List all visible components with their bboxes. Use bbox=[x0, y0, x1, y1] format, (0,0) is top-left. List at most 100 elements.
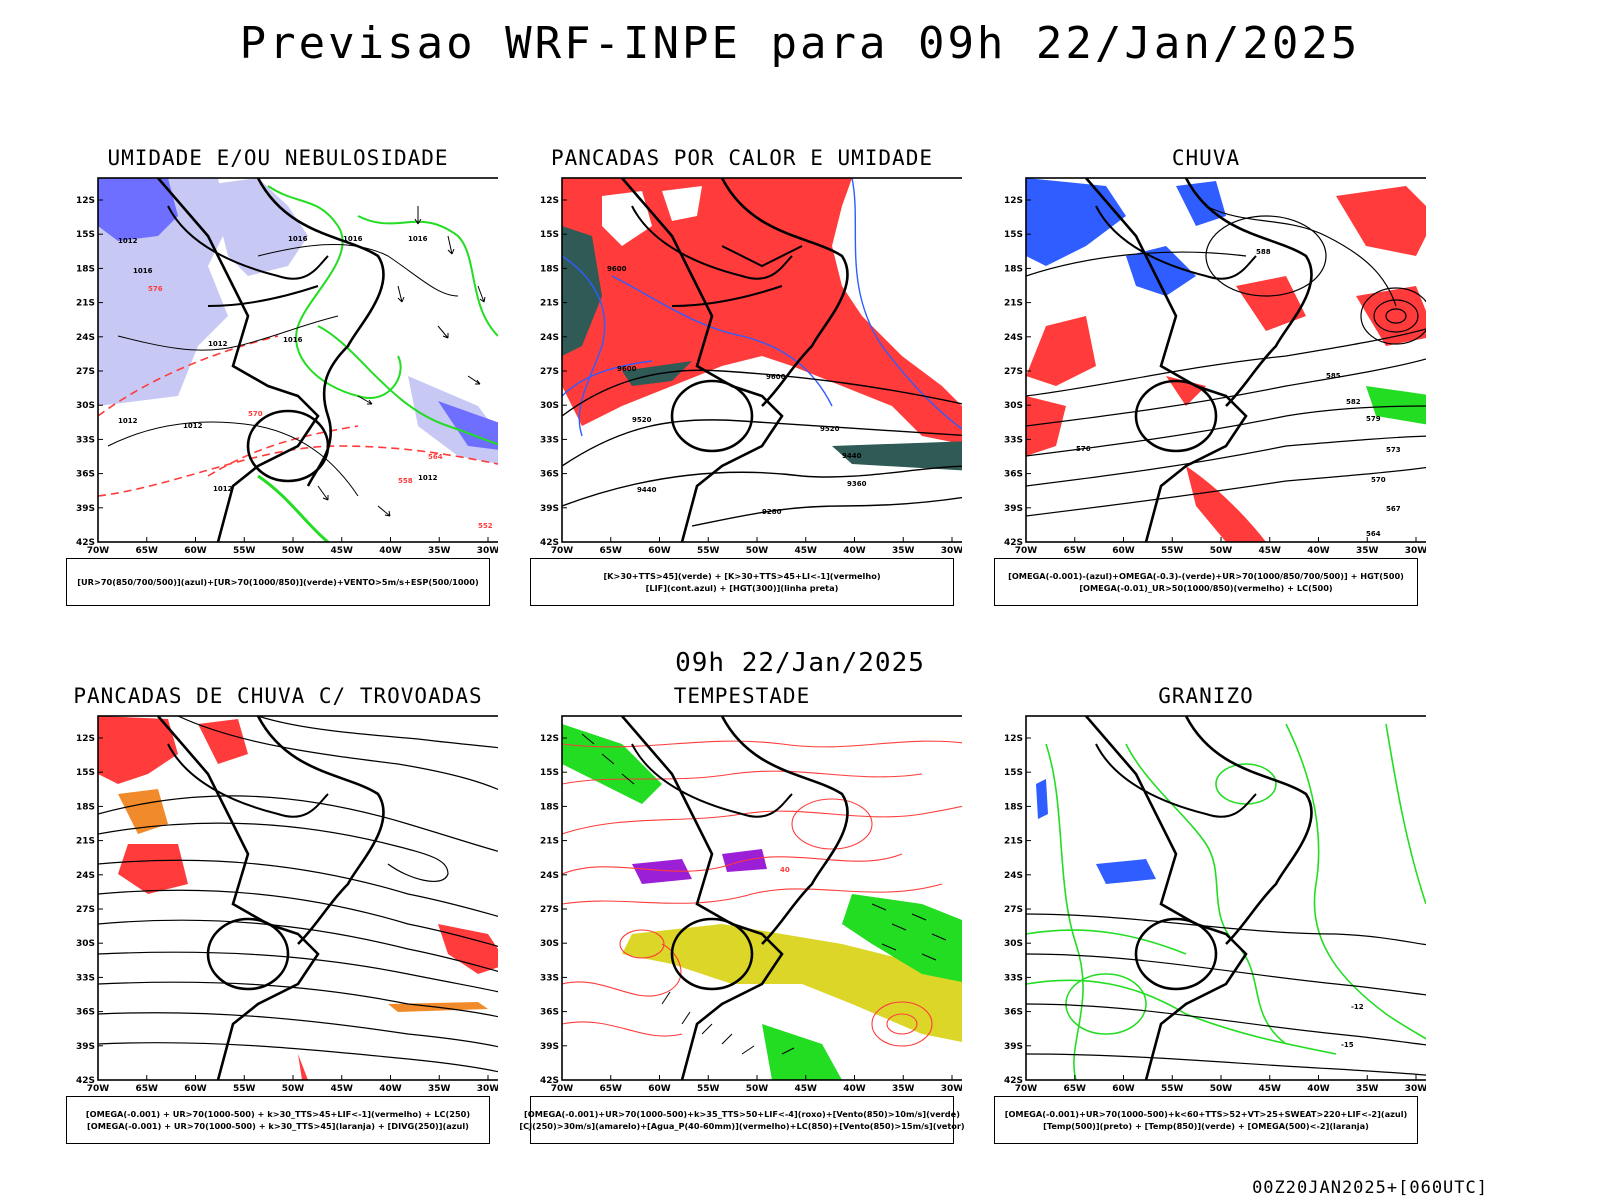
lon-tick-label: 45W bbox=[1259, 1084, 1282, 1094]
lat-tick-label: 24S bbox=[540, 333, 559, 343]
lat-tick-label: 36S bbox=[76, 1008, 95, 1018]
lon-tick-label: 55W bbox=[233, 546, 256, 556]
lat-tick-label: 24S bbox=[540, 871, 559, 881]
lat-tick-label: 12S bbox=[76, 734, 95, 744]
panel-caption: [OMEGA(-0.001) + UR>70(1000-500) + k>30_… bbox=[66, 1096, 490, 1144]
lat-tick-label: 27S bbox=[76, 367, 95, 377]
lat-tick-label: 27S bbox=[1004, 905, 1023, 915]
lat-tick-label: 36S bbox=[1004, 1008, 1023, 1018]
lon-tick-label: 65W bbox=[136, 546, 159, 556]
panel-caption: [K>30+TTS>45](verde) + [K>30+TTS>45+LI<-… bbox=[530, 558, 954, 606]
lon-tick-label: 45W bbox=[331, 546, 354, 556]
lon-tick-label: 35W bbox=[892, 1084, 915, 1094]
lat-tick-label: 33S bbox=[1004, 435, 1023, 445]
lon-tick-label: 45W bbox=[1259, 546, 1282, 556]
lat-tick-label: 27S bbox=[76, 905, 95, 915]
hgt-label: 579 bbox=[1366, 415, 1381, 423]
map-umidade: 1012 1016 1016 1016 1016 1012 1012 1012 … bbox=[76, 177, 498, 556]
panel-chuva: CHUVA bbox=[986, 146, 1426, 616]
map-border bbox=[561, 177, 962, 543]
caption-line: [OMEGA(-0.001)+UR>70(1000-500)+k<60+TTS>… bbox=[1004, 1109, 1408, 1119]
lon-tick-label: 35W bbox=[892, 546, 915, 556]
hgt-label: 567 bbox=[1386, 505, 1401, 513]
lon-tick-label: 50W bbox=[746, 1084, 769, 1094]
lon-tick-label: 60W bbox=[648, 546, 671, 556]
lat-tick-label: 42S bbox=[1004, 1076, 1023, 1086]
lon-tick-label: 30W bbox=[941, 1084, 962, 1094]
hgt-label: 9440 bbox=[842, 452, 862, 460]
lon-tick-label: 35W bbox=[1356, 546, 1379, 556]
lon-tick-label: 30W bbox=[477, 1084, 498, 1094]
lat-tick-label: 18S bbox=[540, 264, 559, 274]
lat-tick-label: 12S bbox=[1004, 734, 1023, 744]
lat-tick-label: 24S bbox=[1004, 871, 1023, 881]
map-border bbox=[561, 715, 962, 1081]
map-chuva: 588 585 582 579 576 573 570 567 564 12S 1… bbox=[1004, 177, 1426, 556]
isobar-label: 1016 bbox=[133, 267, 153, 275]
lon-tick-label: 65W bbox=[1064, 1084, 1087, 1094]
thickness-label: 558 bbox=[398, 477, 413, 485]
isobar-label: 1012 bbox=[118, 237, 138, 245]
lon-tick-label: 60W bbox=[1112, 1084, 1135, 1094]
thickness-label: 552 bbox=[478, 522, 493, 530]
lat-tick-label: 30S bbox=[540, 939, 559, 949]
lon-tick-label: 70W bbox=[551, 1084, 574, 1094]
hgt-label: 582 bbox=[1346, 398, 1361, 406]
lon-tick-label: 50W bbox=[1210, 546, 1233, 556]
lon-tick-label: 65W bbox=[1064, 546, 1087, 556]
caption-line: [LIF](cont.azul) + [HGT(300)](linha pret… bbox=[645, 583, 839, 593]
lat-tick-label: 12S bbox=[540, 734, 559, 744]
lat-tick-label: 27S bbox=[540, 367, 559, 377]
lat-tick-label: 39S bbox=[76, 1042, 95, 1052]
lat-tick-label: 18S bbox=[76, 264, 95, 274]
lat-tick-label: 15S bbox=[540, 230, 559, 240]
panel-title: CHUVA bbox=[1171, 146, 1241, 170]
caption-line: [Temp(500)](preto) + [Temp(850)](verde) … bbox=[1043, 1121, 1369, 1131]
lat-tick-label: 27S bbox=[1004, 367, 1023, 377]
panel-title: GRANIZO bbox=[1158, 684, 1254, 708]
lat-tick-label: 30S bbox=[1004, 939, 1023, 949]
hgt-label: 588 bbox=[1256, 248, 1271, 256]
map-border bbox=[97, 177, 498, 543]
lon-tick-label: 30W bbox=[1405, 546, 1426, 556]
lat-tick-label: 21S bbox=[540, 299, 559, 309]
lon-tick-label: 60W bbox=[648, 1084, 671, 1094]
isobar-label: 1016 bbox=[283, 336, 303, 344]
lon-tick-label: 30W bbox=[941, 546, 962, 556]
panel-granizo: GRANIZO bbox=[986, 684, 1426, 1154]
lat-tick-label: 36S bbox=[540, 470, 559, 480]
lon-tick-label: 55W bbox=[233, 1084, 256, 1094]
panel-pancadas-calor: PANCADAS POR CALOR E UMIDADE 9600 9 bbox=[522, 146, 962, 616]
lon-tick-label: 35W bbox=[428, 1084, 451, 1094]
lat-tick-label: 24S bbox=[76, 871, 95, 881]
temp-label: -15 bbox=[1341, 1041, 1354, 1049]
lat-tick-label: 12S bbox=[76, 196, 95, 206]
caption-line: [OMEGA(-0.01)_UR>50(1000/850)(vermelho) … bbox=[1079, 583, 1333, 593]
lon-tick-label: 45W bbox=[795, 546, 818, 556]
lon-tick-label: 35W bbox=[428, 546, 451, 556]
lat-tick-label: 36S bbox=[76, 470, 95, 480]
lon-tick-label: 60W bbox=[1112, 546, 1135, 556]
hgt-label: 9600 bbox=[766, 373, 786, 381]
lon-tick-label: 55W bbox=[1161, 1084, 1184, 1094]
lon-tick-label: 30W bbox=[477, 546, 498, 556]
panel-trovoadas: PANCADAS DE CHUVA C/ TROVOADAS bbox=[58, 684, 498, 1154]
lon-tick-label: 70W bbox=[1015, 546, 1038, 556]
isobar-label: 1016 bbox=[343, 235, 363, 243]
thickness-label: 564 bbox=[428, 453, 443, 461]
lat-tick-label: 18S bbox=[76, 802, 95, 812]
lat-tick-label: 21S bbox=[76, 837, 95, 847]
map-border bbox=[1025, 177, 1426, 543]
lat-tick-label: 18S bbox=[1004, 802, 1023, 812]
lon-tick-label: 60W bbox=[184, 1084, 207, 1094]
lon-tick-label: 30W bbox=[1405, 1084, 1426, 1094]
panel-caption: [OMEGA(-0.001)+UR>70(1000-500)+k>35_TTS>… bbox=[519, 1096, 965, 1144]
lat-tick-label: 15S bbox=[1004, 230, 1023, 240]
valid-time-label: 09h 22/Jan/2025 bbox=[675, 648, 925, 678]
hgt-label: 573 bbox=[1386, 446, 1401, 454]
lat-tick-label: 39S bbox=[1004, 1042, 1023, 1052]
lon-tick-label: 65W bbox=[600, 1084, 623, 1094]
lat-tick-label: 42S bbox=[1004, 538, 1023, 548]
lat-tick-label: 24S bbox=[76, 333, 95, 343]
